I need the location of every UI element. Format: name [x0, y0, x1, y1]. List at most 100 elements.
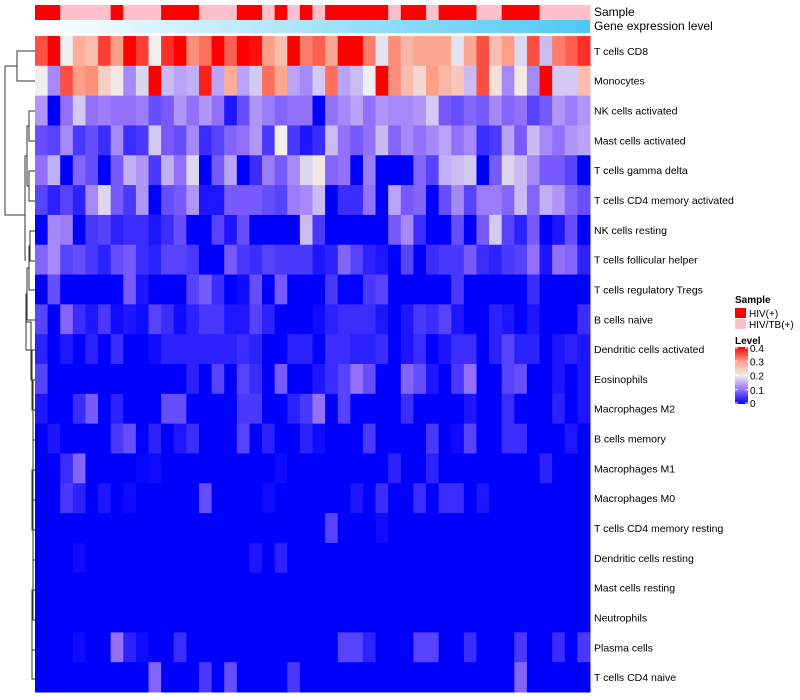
heatmap-cell: [375, 95, 389, 126]
heatmap-cell: [375, 542, 389, 574]
sample-annotation-cell: [236, 5, 250, 20]
heatmap-cell: [552, 274, 566, 305]
heatmap-cell: [211, 572, 225, 604]
heatmap-cell: [388, 423, 402, 454]
heatmap-cell: [438, 602, 452, 633]
heatmap-cell: [72, 125, 86, 156]
heatmap-cell: [262, 214, 276, 246]
heatmap-cell: [274, 185, 288, 216]
heatmap-cell: [236, 572, 250, 604]
heatmap-cell: [35, 393, 49, 425]
heatmap-cell: [198, 393, 213, 425]
heatmap-cell: [476, 274, 490, 305]
heatmap-cell: [413, 602, 427, 633]
heatmap-cell: [135, 662, 150, 693]
heatmap-cell: [98, 155, 112, 186]
heatmap-cell: [451, 662, 465, 693]
heatmap-cell: [400, 393, 414, 425]
heatmap-cell: [98, 65, 112, 97]
heatmap-cell: [426, 423, 440, 454]
heatmap-cell: [413, 125, 427, 156]
heatmap-cell: [224, 483, 238, 514]
heatmap-cell: [451, 274, 465, 305]
heatmap-cell: [173, 244, 187, 276]
heatmap-cell: [350, 65, 364, 97]
heatmap-cell: [388, 542, 402, 574]
sample-annotation-cell: [514, 5, 528, 20]
heatmap-cell: [85, 65, 99, 97]
row-label: T cells regulatory Tregs: [594, 284, 703, 296]
heatmap-cell: [577, 185, 591, 216]
heatmap-cell: [249, 155, 263, 186]
heatmap-cell: [388, 125, 402, 156]
heatmap-cell: [299, 542, 313, 574]
heatmap-cell: [539, 393, 553, 425]
heatmap-cell: [526, 632, 541, 663]
heatmap-cell: [337, 453, 351, 484]
heatmap-cell: [539, 483, 553, 514]
row-label: Plasma cells: [594, 642, 653, 654]
heatmap-cell: [135, 542, 150, 574]
heatmap-cell: [35, 483, 49, 514]
heatmap-cell: [350, 334, 364, 365]
heatmap-cell: [148, 662, 162, 693]
heatmap-cell: [350, 364, 364, 395]
heatmap-cell: [400, 602, 414, 633]
row-label: Monocytes: [594, 76, 645, 88]
heatmap-cell: [98, 632, 112, 663]
heatmap-cell: [501, 334, 515, 365]
legend-level-colorbar: [735, 347, 748, 404]
heatmap-cell: [47, 244, 61, 276]
heatmap-cell: [249, 513, 263, 544]
sample-annotation-cell: [312, 5, 326, 20]
sample-annotation-cell: [262, 5, 276, 20]
heatmap-cell: [312, 572, 326, 604]
heatmap-cell: [388, 393, 402, 425]
heatmap-cell: [148, 185, 162, 216]
heatmap-cell: [375, 483, 389, 514]
heatmap-cell: [463, 185, 477, 216]
heatmap-cell: [72, 214, 86, 246]
heatmap-cell: [539, 214, 553, 246]
heatmap-cell: [539, 364, 553, 395]
heatmap-cell: [249, 125, 263, 156]
sample-annotation-cell: [35, 5, 49, 20]
heatmap-cell: [47, 274, 61, 305]
heatmap-cell: [312, 185, 326, 216]
sample-annotation-cell: [60, 5, 74, 20]
heatmap-cell: [274, 572, 288, 604]
row-label: Dendritic cells activated: [594, 344, 704, 356]
heatmap-cell: [249, 36, 263, 67]
heatmap-cell: [211, 393, 225, 425]
heatmap-cell: [236, 304, 250, 335]
heatmap-cell: [72, 65, 86, 97]
heatmap-cell: [312, 304, 326, 335]
heatmap-cell: [186, 214, 200, 246]
heatmap-cell: [98, 364, 112, 395]
heatmap-cell: [161, 632, 175, 663]
heatmap-cell: [60, 185, 74, 216]
heatmap-cell: [135, 185, 150, 216]
heatmap-cell: [47, 185, 61, 216]
heatmap-cell: [249, 393, 263, 425]
heatmap-cell: [501, 304, 515, 335]
sample-annotation-cell: [135, 5, 150, 20]
heatmap-cell: [337, 572, 351, 604]
sample-annotation-cell: [211, 5, 225, 20]
legend-tick-label: 0.1: [750, 386, 764, 397]
heatmap-cell: [148, 244, 162, 276]
heatmap-cell: [173, 632, 187, 663]
heatmap-cell: [198, 602, 213, 633]
heatmap-cell: [514, 423, 528, 454]
heatmap-cell: [161, 36, 175, 67]
heatmap-cell: [438, 542, 452, 574]
heatmap-cell: [476, 542, 490, 574]
heatmap-cell: [337, 185, 351, 216]
heatmap-cell: [72, 632, 86, 663]
heatmap-cell: [224, 513, 238, 544]
sample-annotation-cell: [173, 5, 187, 20]
legend-swatch-hiv-tb: [735, 319, 746, 329]
heatmap-cell: [526, 214, 541, 246]
heatmap-cell: [539, 95, 553, 126]
heatmap-cell: [198, 662, 213, 693]
